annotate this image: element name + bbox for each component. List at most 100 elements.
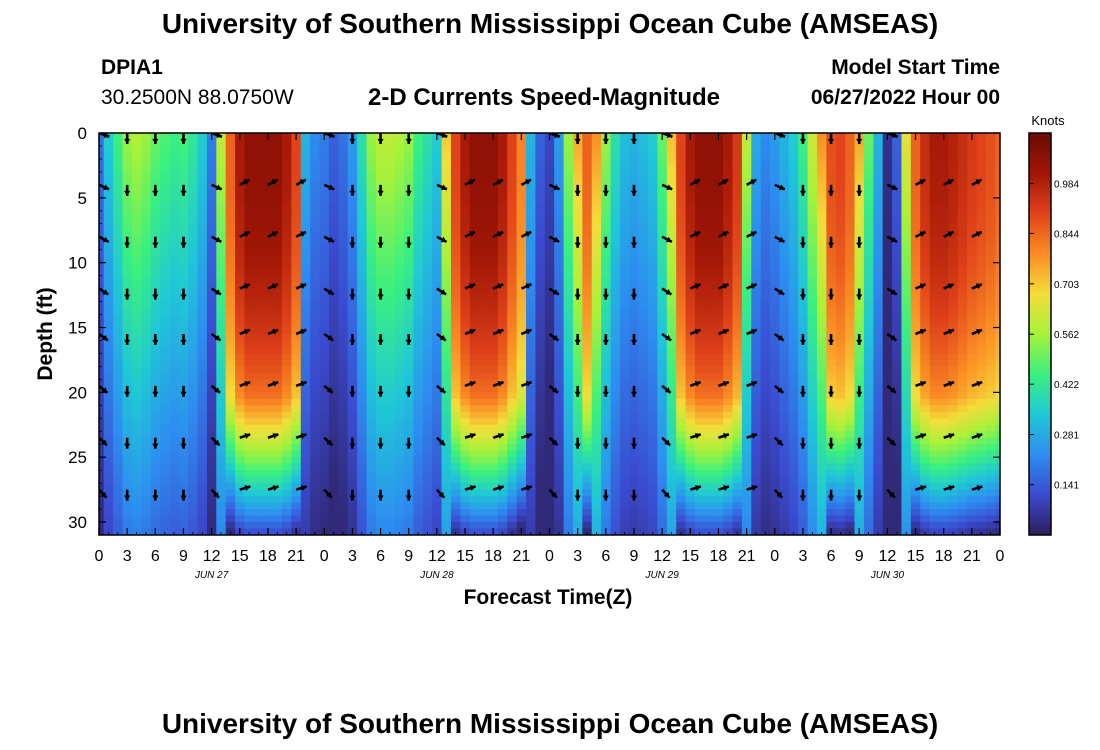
heatmap-cell bbox=[441, 405, 452, 413]
heatmap-cell bbox=[760, 184, 771, 192]
heatmap-cell bbox=[244, 197, 255, 205]
heatmap-cell bbox=[685, 502, 696, 510]
heatmap-cell bbox=[741, 145, 752, 154]
heatmap-cell bbox=[394, 301, 405, 309]
heatmap-cell bbox=[807, 528, 818, 535]
heatmap-cell bbox=[807, 392, 818, 400]
heatmap-cell bbox=[713, 178, 724, 186]
heatmap-cell bbox=[244, 139, 255, 147]
heatmap-cell bbox=[544, 152, 555, 160]
heatmap-cell bbox=[319, 256, 330, 264]
heatmap-cell bbox=[300, 223, 311, 231]
heatmap-cell bbox=[375, 275, 386, 283]
heatmap-cell bbox=[225, 165, 236, 173]
heatmap-cell bbox=[779, 191, 790, 199]
heatmap-cell bbox=[610, 476, 621, 484]
heatmap-cell bbox=[253, 139, 264, 147]
heatmap-cell bbox=[563, 145, 574, 154]
heatmap-cell bbox=[460, 327, 471, 335]
heatmap-cell bbox=[601, 522, 612, 530]
heatmap-cell bbox=[160, 301, 170, 309]
heatmap-cell bbox=[751, 366, 762, 374]
heatmap-cell bbox=[99, 334, 105, 342]
heatmap-cell bbox=[216, 139, 227, 147]
heatmap-cell bbox=[394, 308, 405, 316]
heatmap-cell bbox=[99, 236, 105, 244]
heatmap-cell bbox=[347, 308, 358, 316]
heatmap-cell bbox=[685, 359, 696, 368]
heatmap-cell bbox=[394, 340, 405, 348]
heatmap-cell bbox=[544, 496, 555, 504]
heatmap-cell bbox=[244, 301, 255, 309]
heatmap-cell bbox=[657, 204, 668, 212]
heatmap-cell bbox=[244, 489, 255, 497]
heatmap-cell bbox=[685, 139, 696, 147]
heatmap-cell bbox=[300, 236, 311, 244]
heatmap-cell bbox=[225, 463, 236, 471]
heatmap-cell bbox=[760, 528, 771, 535]
heatmap-cell bbox=[788, 204, 799, 212]
heatmap-cell bbox=[366, 398, 377, 406]
heatmap-cell bbox=[826, 256, 837, 264]
heatmap-cell bbox=[563, 236, 574, 244]
heatmap-cell bbox=[638, 437, 649, 445]
heatmap-cell bbox=[441, 269, 452, 277]
heatmap-cell bbox=[375, 346, 386, 355]
heatmap-cell bbox=[732, 379, 743, 387]
heatmap-cell bbox=[798, 372, 809, 380]
heatmap-cell bbox=[103, 262, 114, 270]
heatmap-cell bbox=[507, 236, 518, 244]
heatmap-cell bbox=[422, 139, 433, 147]
heatmap-cell bbox=[723, 457, 734, 465]
heatmap-cell bbox=[263, 236, 274, 244]
heatmap-cell bbox=[488, 470, 499, 478]
heatmap-cell bbox=[648, 236, 659, 244]
heatmap-cell bbox=[563, 191, 574, 199]
model-start-value: 06/27/2022 Hour 00 bbox=[810, 86, 1000, 109]
heatmap-cell bbox=[704, 392, 715, 400]
heatmap-cell bbox=[113, 308, 124, 316]
heatmap-cell bbox=[450, 489, 461, 497]
heatmap-cell bbox=[816, 476, 827, 484]
heatmap-cell bbox=[141, 158, 152, 167]
heatmap-cell bbox=[563, 249, 574, 257]
heatmap-cell bbox=[103, 301, 114, 309]
heatmap-cell bbox=[526, 515, 537, 523]
heatmap-cell bbox=[676, 152, 687, 160]
heatmap-cell bbox=[141, 256, 152, 264]
heatmap-cell bbox=[366, 496, 377, 504]
heatmap-cell bbox=[394, 217, 405, 225]
heatmap-cell bbox=[328, 171, 339, 179]
heatmap-cell bbox=[676, 470, 687, 478]
heatmap-cell bbox=[169, 249, 180, 257]
heatmap-cell bbox=[788, 301, 799, 309]
heatmap-cell bbox=[732, 496, 743, 504]
heatmap-cell bbox=[629, 431, 640, 439]
heatmap-cell bbox=[291, 152, 302, 160]
heatmap-cell bbox=[404, 372, 415, 380]
heatmap-cell bbox=[206, 249, 217, 257]
heatmap-cell bbox=[460, 191, 471, 199]
heatmap-cell bbox=[563, 334, 574, 342]
heatmap-cell bbox=[385, 236, 396, 244]
heatmap-cell bbox=[197, 437, 208, 445]
heatmap-cell bbox=[188, 502, 199, 510]
heatmap-cell bbox=[197, 262, 208, 270]
heatmap-cell bbox=[826, 372, 837, 380]
heatmap-cell bbox=[554, 372, 565, 380]
heatmap-cell bbox=[732, 509, 743, 517]
heatmap-cell bbox=[610, 457, 621, 465]
heatmap-cell bbox=[563, 385, 574, 393]
heatmap-cell bbox=[563, 496, 574, 504]
heatmap-cell bbox=[441, 236, 452, 244]
heatmap-cell bbox=[99, 308, 105, 316]
heatmap-cell bbox=[601, 171, 612, 179]
heatmap-cell bbox=[122, 463, 133, 471]
heatmap-cell bbox=[300, 398, 311, 406]
heatmap-cell bbox=[788, 295, 799, 303]
heatmap-cell bbox=[422, 411, 433, 419]
heatmap-cell bbox=[779, 444, 790, 452]
heatmap-cell bbox=[694, 366, 705, 374]
heatmap-cell bbox=[572, 424, 583, 432]
heatmap-cell bbox=[178, 463, 189, 471]
